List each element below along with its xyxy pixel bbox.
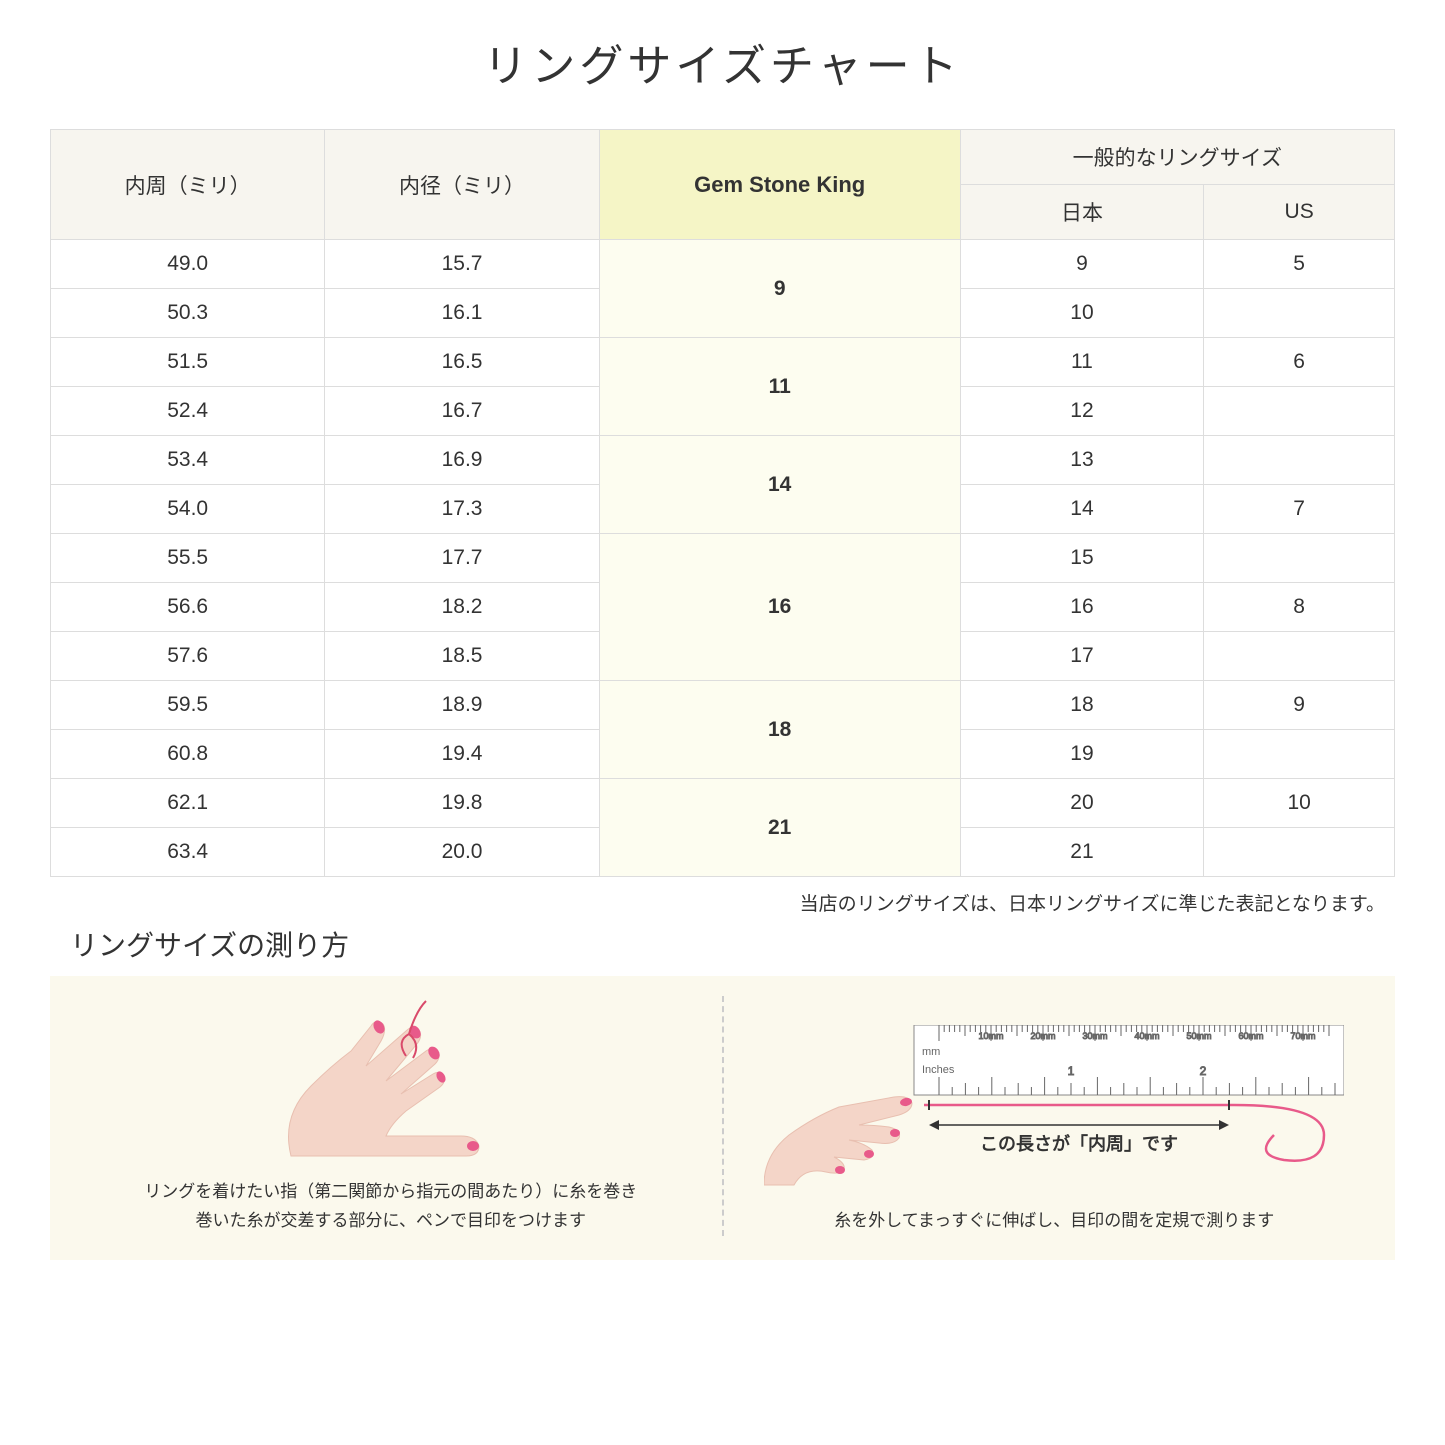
svg-text:60mm: 60mm [1239,1031,1264,1041]
cell-us: 10 [1204,779,1395,828]
cell-us: 9 [1204,681,1395,730]
cell-diameter: 18.2 [325,583,599,632]
cell-circumference: 56.6 [51,583,325,632]
page-title: リングサイズチャート [50,30,1395,94]
cell-circumference: 53.4 [51,436,325,485]
cell-diameter: 19.8 [325,779,599,828]
howto-title: リングサイズの測り方 [50,924,1395,964]
cell-us [1204,730,1395,779]
cell-circumference: 62.1 [51,779,325,828]
header-general: 一般的なリングサイズ [960,130,1394,185]
howto-step-2: 10mm 20mm 30mm 40mm 50mm 60mm 70mm 1 2 mm Inches… [744,996,1366,1236]
table-row: 55.517.71615 [51,534,1395,583]
cell-diameter: 20.0 [325,828,599,877]
svg-text:30mm: 30mm [1083,1031,1108,1041]
howto-divider [722,996,724,1236]
cell-us [1204,534,1395,583]
cell-us [1204,436,1395,485]
svg-text:2: 2 [1200,1064,1207,1078]
cell-japan: 14 [960,485,1204,534]
cell-us [1204,828,1395,877]
cell-circumference: 60.8 [51,730,325,779]
cell-diameter: 16.7 [325,387,599,436]
size-note: 当店のリングサイズは、日本リングサイズに準じた表記となります。 [50,889,1395,916]
cell-gsk: 14 [599,436,960,534]
ruler-measure-icon: 10mm 20mm 30mm 40mm 50mm 60mm 70mm 1 2 mm Inches… [764,1025,1344,1195]
table-row: 59.518.918189 [51,681,1395,730]
cell-gsk: 9 [599,240,960,338]
svg-text:70mm: 70mm [1291,1031,1316,1041]
cell-diameter: 18.5 [325,632,599,681]
cell-japan: 13 [960,436,1204,485]
cell-circumference: 49.0 [51,240,325,289]
cell-circumference: 59.5 [51,681,325,730]
svg-text:20mm: 20mm [1031,1031,1056,1041]
svg-text:1: 1 [1068,1064,1075,1078]
cell-us [1204,289,1395,338]
howto-caption-2: 糸を外してまっすぐに伸ばし、目印の間を定規で測ります [834,1207,1274,1236]
table-row: 53.416.91413 [51,436,1395,485]
header-diameter: 内径（ミリ） [325,130,599,240]
cell-japan: 12 [960,387,1204,436]
cell-japan: 10 [960,289,1204,338]
table-row: 51.516.511116 [51,338,1395,387]
svg-text:mm: mm [922,1046,940,1058]
cell-us: 8 [1204,583,1395,632]
cell-circumference: 52.4 [51,387,325,436]
table-row: 49.015.7995 [51,240,1395,289]
header-circumference: 内周（ミリ） [51,130,325,240]
hand-wrap-icon [261,996,521,1166]
cell-circumference: 50.3 [51,289,325,338]
cell-japan: 11 [960,338,1204,387]
header-us: US [1204,185,1395,240]
howto-caption-1: リングを着けたい指（第二関節から指元の間あたり）に糸を巻き巻いた糸が交差する部分… [144,1178,637,1236]
howto-step-1: リングを着けたい指（第二関節から指元の間あたり）に糸を巻き巻いた糸が交差する部分… [80,996,702,1236]
cell-us [1204,632,1395,681]
cell-japan: 18 [960,681,1204,730]
header-gsk: Gem Stone King [599,130,960,240]
cell-us: 5 [1204,240,1395,289]
svg-text:Inches: Inches [922,1064,955,1076]
cell-diameter: 19.4 [325,730,599,779]
cell-diameter: 18.9 [325,681,599,730]
cell-japan: 17 [960,632,1204,681]
cell-circumference: 54.0 [51,485,325,534]
howto-panel: リングを着けたい指（第二関節から指元の間あたり）に糸を巻き巻いた糸が交差する部分… [50,976,1395,1260]
cell-gsk: 16 [599,534,960,681]
cell-japan: 21 [960,828,1204,877]
cell-japan: 20 [960,779,1204,828]
cell-diameter: 16.5 [325,338,599,387]
cell-circumference: 57.6 [51,632,325,681]
cell-diameter: 16.9 [325,436,599,485]
cell-circumference: 55.5 [51,534,325,583]
size-chart-table: 内周（ミリ） 内径（ミリ） Gem Stone King 一般的なリングサイズ … [50,129,1395,877]
cell-gsk: 18 [599,681,960,779]
svg-text:この長さが「内周」です: この長さが「内周」です [980,1133,1178,1154]
cell-gsk: 21 [599,779,960,877]
cell-circumference: 51.5 [51,338,325,387]
cell-japan: 15 [960,534,1204,583]
cell-us: 6 [1204,338,1395,387]
cell-japan: 9 [960,240,1204,289]
cell-us: 7 [1204,485,1395,534]
cell-diameter: 17.7 [325,534,599,583]
svg-text:10mm: 10mm [979,1031,1004,1041]
cell-gsk: 11 [599,338,960,436]
svg-text:40mm: 40mm [1135,1031,1160,1041]
cell-japan: 19 [960,730,1204,779]
header-japan: 日本 [960,185,1204,240]
cell-diameter: 16.1 [325,289,599,338]
cell-diameter: 15.7 [325,240,599,289]
cell-diameter: 17.3 [325,485,599,534]
cell-us [1204,387,1395,436]
cell-circumference: 63.4 [51,828,325,877]
svg-text:50mm: 50mm [1187,1031,1212,1041]
table-row: 62.119.8212010 [51,779,1395,828]
cell-japan: 16 [960,583,1204,632]
